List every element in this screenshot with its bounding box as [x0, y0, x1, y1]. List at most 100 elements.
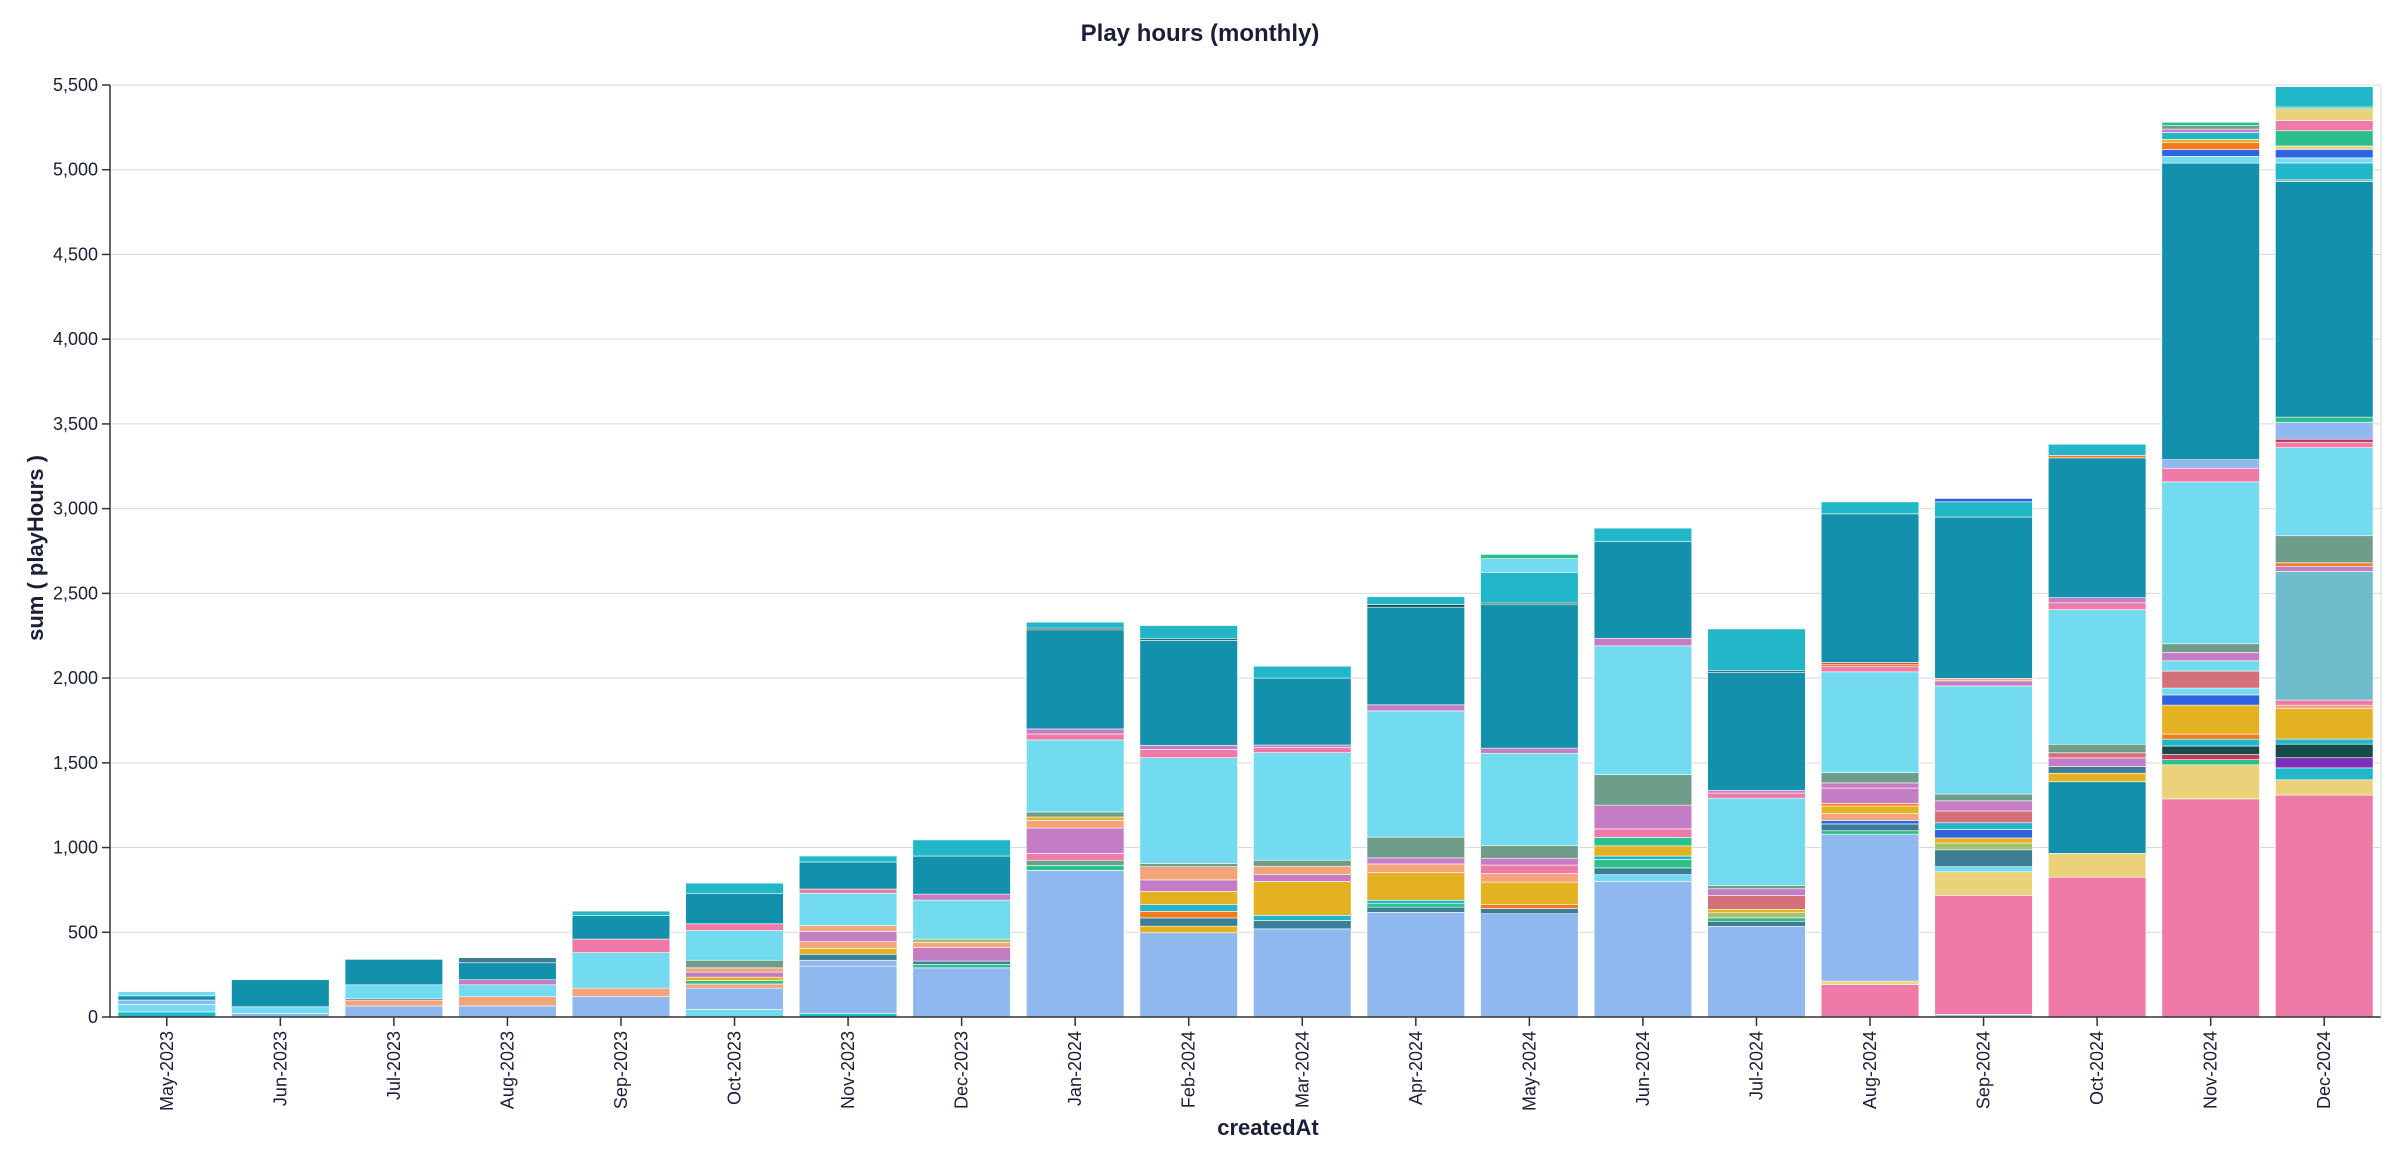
- x-tick-label: Oct-2023: [725, 1031, 745, 1105]
- y-tick-label: 5,000: [53, 160, 98, 180]
- bar-segment: [458, 996, 557, 1007]
- bar-segment: [1707, 885, 1806, 890]
- bar-segment: [1934, 822, 2033, 830]
- bar-segment: [685, 971, 784, 978]
- bar-segment: [2275, 743, 2374, 759]
- y-tick-label: 1,000: [53, 838, 98, 858]
- bar-segment: [1593, 845, 1693, 857]
- bar-segment: [798, 954, 898, 961]
- bar-segment: [1593, 881, 1693, 1018]
- bar-segment: [1026, 728, 1125, 735]
- bar-segment: [2275, 145, 2374, 150]
- x-tick-label: May-2023: [157, 1031, 177, 1111]
- bar-stack: [117, 991, 216, 1018]
- bar-segment: [1139, 745, 1238, 750]
- bar-segment: [1820, 805, 1920, 814]
- bar-segment: [1253, 874, 1352, 882]
- bar-segment: [1253, 865, 1352, 875]
- bar-segment: [2161, 125, 2260, 130]
- bar-segment: [685, 976, 784, 981]
- bar-segment: [2275, 699, 2374, 706]
- bar-segment: [798, 941, 898, 949]
- bar-segment: [685, 987, 784, 1010]
- bar-segment: [2047, 602, 2147, 610]
- bar-segment: [1820, 782, 1920, 789]
- bar-segment: [344, 999, 444, 1007]
- bar-segment: [1707, 672, 1806, 791]
- bar-segment: [1707, 888, 1806, 896]
- bar-segment: [1026, 859, 1125, 866]
- bar-segment: [1934, 501, 2033, 518]
- bar-segment: [912, 942, 1011, 948]
- bar-segment: [2275, 157, 2374, 164]
- bar-segment: [1707, 920, 1806, 927]
- bar-segment: [1820, 823, 1920, 832]
- bar-segment: [2275, 416, 2374, 423]
- x-tick-label: Jun-2023: [270, 1031, 290, 1106]
- bar-segment: [1707, 628, 1806, 672]
- bar-segment: [2161, 745, 2260, 755]
- bar-segment: [1934, 680, 2033, 687]
- bar-segment: [798, 959, 898, 967]
- bar-segment: [2275, 794, 2374, 1018]
- bar-segment: [1026, 865, 1125, 871]
- bar-segment: [1253, 665, 1352, 679]
- bar-segment: [2161, 128, 2260, 133]
- bar-segment: [1139, 640, 1238, 746]
- bar-segment: [2047, 781, 2147, 854]
- bar-segment: [2047, 455, 2147, 459]
- bar-segment: [2161, 694, 2260, 706]
- bar-segment: [1253, 677, 1352, 746]
- bar-segment: [1366, 836, 1465, 859]
- bar-segment: [571, 987, 671, 997]
- bar-segment: [1707, 926, 1806, 1018]
- bar-segment: [458, 979, 557, 986]
- y-tick-label: 2,000: [53, 668, 98, 688]
- bar-segment: [2275, 130, 2374, 147]
- bar-stack: [1820, 501, 1920, 1018]
- bar-segment: [2161, 459, 2260, 469]
- x-axis-title: createdAt: [1217, 1115, 1319, 1140]
- bar-segment: [117, 1011, 216, 1018]
- bar-segment: [1593, 637, 1693, 647]
- bar-segment: [685, 882, 784, 894]
- bar-segment: [1707, 917, 1806, 922]
- bar-segment: [117, 1003, 216, 1013]
- bar-segment: [685, 923, 784, 931]
- y-tick-label: 0: [88, 1007, 98, 1027]
- bar-segment: [571, 952, 671, 989]
- bar-stack: [1366, 596, 1465, 1018]
- bar-segment: [2047, 766, 2147, 774]
- x-tick-label: Apr-2024: [1406, 1031, 1426, 1105]
- x-tick-label: Nov-2023: [838, 1031, 858, 1109]
- bar-segment: [1820, 984, 1920, 1018]
- bar-segment: [1139, 879, 1238, 892]
- bar-segment: [2047, 443, 2147, 456]
- bar-segment: [1820, 787, 1920, 804]
- y-axis-ticks: 0 500 1,000 1,500 2,000 2,500 3,000 3,500 4,000 4…: [53, 75, 110, 1027]
- bar-segment: [1593, 541, 1693, 639]
- bar-segment: [2161, 142, 2260, 150]
- bar-segment: [1139, 749, 1238, 758]
- bar-segment: [571, 938, 671, 953]
- bar-segment: [1480, 881, 1579, 905]
- bar-segment: [1026, 827, 1125, 854]
- bar-segment: [2161, 643, 2260, 653]
- bar-segment: [1707, 912, 1806, 919]
- bar-segment: [912, 960, 1011, 965]
- bar-segment: [1820, 501, 1920, 515]
- bar-segment: [685, 959, 784, 969]
- bar-segment: [2275, 149, 2374, 159]
- bar-segment: [2161, 481, 2260, 645]
- bar-segment: [231, 979, 330, 1008]
- x-tick-label: Jul-2023: [384, 1031, 404, 1100]
- bar-segment: [1139, 625, 1238, 640]
- bar-segment: [1707, 895, 1806, 910]
- bar-stack: [1139, 625, 1238, 1018]
- bar-segment: [1480, 873, 1579, 883]
- bar-stack: [1026, 621, 1125, 1018]
- bar-segment: [1366, 906, 1465, 913]
- bar-segment: [798, 925, 898, 932]
- bar-segment: [912, 855, 1011, 895]
- bar-segment: [344, 959, 444, 986]
